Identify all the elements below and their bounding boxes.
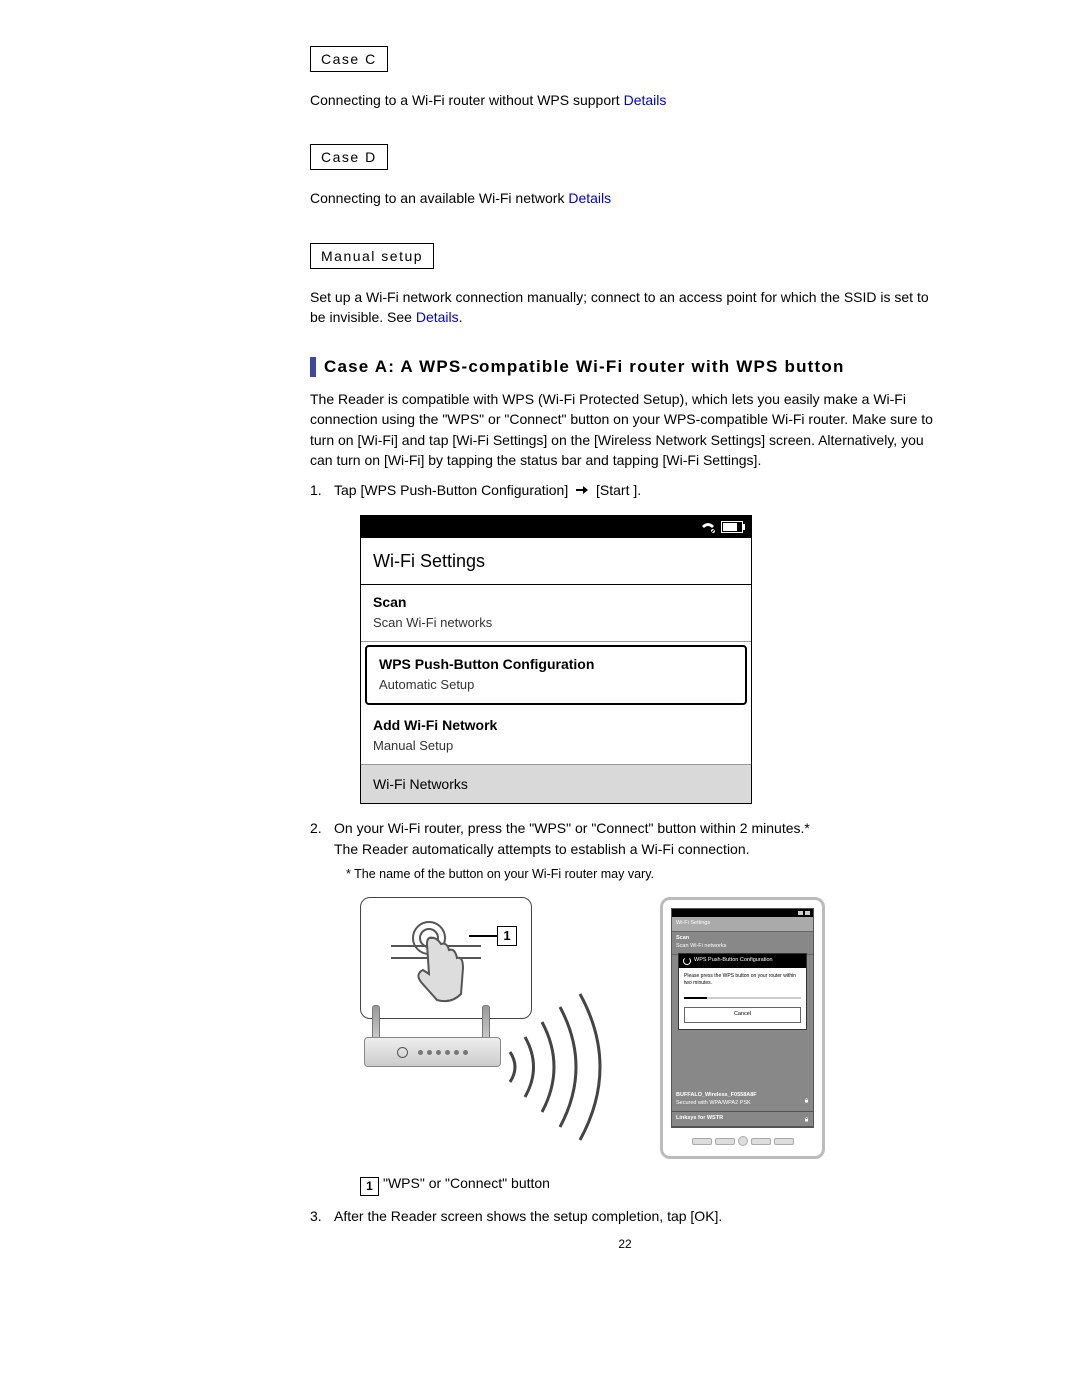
- rs-net-2-name: Linksys for WSTR: [676, 1115, 723, 1123]
- router-illustration: 1: [360, 897, 630, 1147]
- rs-scan-sub: Scan Wi-Fi networks: [676, 943, 809, 951]
- case-d-details-link[interactable]: Details: [568, 190, 611, 206]
- lock-icon: [804, 1098, 809, 1103]
- rs-net-1: BUFFALO_Wireless_F0558A8F Secured with W…: [672, 1089, 813, 1112]
- manual-body-2: .: [459, 309, 463, 325]
- rs-net-2: Linksys for WSTR: [672, 1112, 813, 1127]
- screen-title: Wi-Fi Settings: [361, 538, 751, 585]
- case-d-text: Connecting to an available Wi-Fi network…: [310, 188, 940, 208]
- step-2: On your Wi-Fi router, press the "WPS" or…: [310, 818, 940, 1196]
- dialog-body: Please press the WPS button on your rout…: [679, 968, 806, 991]
- rs-scan: Scan Scan Wi-Fi networks: [672, 932, 813, 955]
- spinner-icon: [683, 957, 691, 965]
- step-1-text-b: [Start ].: [596, 482, 641, 498]
- step-2-note: * The name of the button on your Wi-Fi r…: [346, 865, 940, 883]
- case-a-intro: The Reader is compatible with WPS (Wi-Fi…: [310, 389, 940, 470]
- wps-dialog: WPS Push-Button Configuration Please pre…: [678, 953, 807, 1030]
- manual-setup-text: Set up a Wi-Fi network connection manual…: [310, 287, 940, 328]
- arrow-icon: [576, 480, 588, 500]
- manual-setup-label: Manual setup: [310, 243, 434, 269]
- illustration-row: 1: [360, 897, 940, 1159]
- row-subtitle: Scan Wi-Fi networks: [373, 614, 739, 633]
- case-c-details-link[interactable]: Details: [624, 92, 667, 108]
- case-d-body: Connecting to an available Wi-Fi network: [310, 190, 568, 206]
- reader-device-illustration: Wi-Fi Settings Scan Scan Wi-Fi networks …: [660, 897, 825, 1159]
- hand-tap-icon: [391, 908, 491, 1008]
- row-subtitle: Automatic Setup: [379, 676, 733, 695]
- list-row[interactable]: Add Wi-Fi Network Manual Setup: [361, 708, 751, 765]
- step-2-text-b: The Reader automatically attempts to est…: [334, 841, 750, 857]
- row-title: Scan: [373, 592, 739, 612]
- list-row[interactable]: Scan Scan Wi-Fi networks: [361, 585, 751, 642]
- case-c-body: Connecting to a Wi-Fi router without WPS…: [310, 92, 624, 108]
- legend-number-1: 1: [360, 1177, 379, 1196]
- step-3: After the Reader screen shows the setup …: [310, 1206, 940, 1226]
- legend-1: 1"WPS" or "Connect" button: [360, 1173, 940, 1196]
- list-row[interactable]: WPS Push-Button Configuration Automatic S…: [365, 645, 747, 705]
- wifi-networks-section: Wi-Fi Networks: [361, 765, 751, 803]
- wifi-status-icon: [701, 520, 715, 534]
- status-bar: [361, 516, 751, 538]
- router-icon: [364, 1037, 499, 1067]
- manual-details-link[interactable]: Details: [416, 309, 459, 325]
- steps-list: Tap [WPS Push-Button Configuration] [Sta…: [310, 480, 940, 1226]
- row-title: Add Wi-Fi Network: [373, 715, 739, 735]
- callout-number-1: 1: [497, 926, 517, 946]
- progress-bar: [684, 997, 801, 999]
- legend-1-text: "WPS" or "Connect" button: [383, 1175, 550, 1191]
- signal-waves-icon: [500, 992, 630, 1142]
- rs-net-1-sub: Secured with WPA/WPA2 PSK: [676, 1100, 757, 1108]
- row-title: WPS Push-Button Configuration: [379, 654, 733, 674]
- case-d-label: Case D: [310, 144, 388, 170]
- rs-title: Wi-Fi Settings: [672, 917, 813, 932]
- case-c-label: Case C: [310, 46, 388, 72]
- settings-list: Scan Scan Wi-Fi networks WPS Push-Button C…: [361, 585, 751, 765]
- case-c-text: Connecting to a Wi-Fi router without WPS…: [310, 90, 940, 110]
- dialog-title: WPS Push-Button Configuration: [694, 957, 773, 965]
- wifi-settings-screenshot: Wi-Fi Settings Scan Scan Wi-Fi networks WP…: [360, 515, 752, 805]
- battery-icon: [721, 521, 743, 533]
- cancel-button[interactable]: Cancel: [684, 1007, 801, 1023]
- lock-icon: [804, 1117, 809, 1122]
- page-content: Case C Connecting to a Wi-Fi router with…: [310, 40, 940, 1251]
- rs-net-1-name: BUFFALO_Wireless_F0558A8F: [676, 1092, 757, 1100]
- row-subtitle: Manual Setup: [373, 737, 739, 756]
- case-a-heading: Case A: A WPS-compatible Wi-Fi router wi…: [310, 357, 940, 377]
- step-2-text-a: On your Wi-Fi router, press the "WPS" or…: [334, 820, 810, 836]
- page-number: 22: [310, 1237, 940, 1251]
- rs-scan-title: Scan: [676, 935, 809, 943]
- step-1: Tap [WPS Push-Button Configuration] [Sta…: [310, 480, 940, 804]
- reader-screen: Wi-Fi Settings Scan Scan Wi-Fi networks …: [671, 908, 814, 1128]
- reader-hw-buttons: [671, 1134, 814, 1148]
- step-1-text-a: Tap [WPS Push-Button Configuration]: [334, 482, 572, 498]
- manual-body-1: Set up a Wi-Fi network connection manual…: [310, 289, 929, 325]
